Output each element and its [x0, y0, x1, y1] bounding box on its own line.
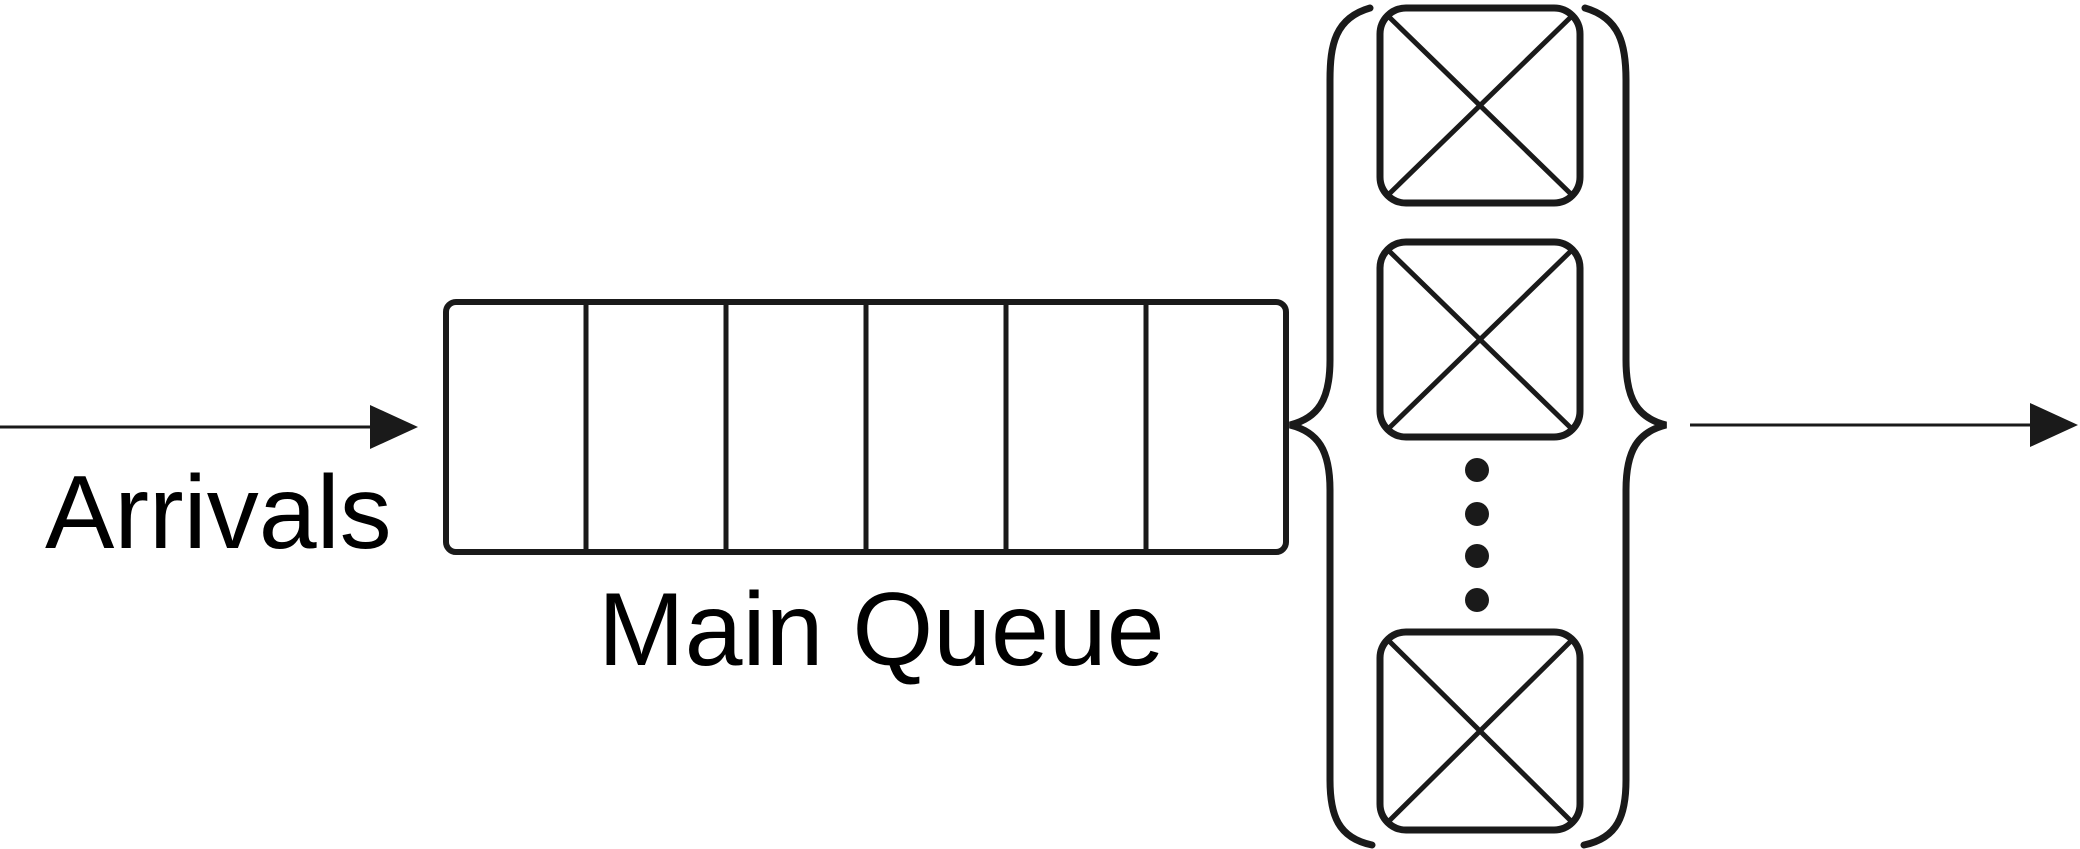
- right-brace-icon: [1580, 4, 1667, 849]
- departures-arrow-icon: [1690, 403, 2078, 447]
- server-x-box-icon: [1376, 4, 1584, 207]
- arrivals-arrow-icon: [0, 405, 418, 449]
- server-x-box-icon: [1376, 238, 1584, 441]
- left-brace-icon: [1289, 4, 1376, 849]
- main-queue: [443, 299, 1289, 555]
- arrivals-label: Arrivals: [45, 455, 392, 571]
- main-queue-label: Main Queue: [598, 572, 1165, 688]
- server-x-box-icon: [1376, 628, 1584, 834]
- vertical-dots-icon: [1465, 458, 1489, 612]
